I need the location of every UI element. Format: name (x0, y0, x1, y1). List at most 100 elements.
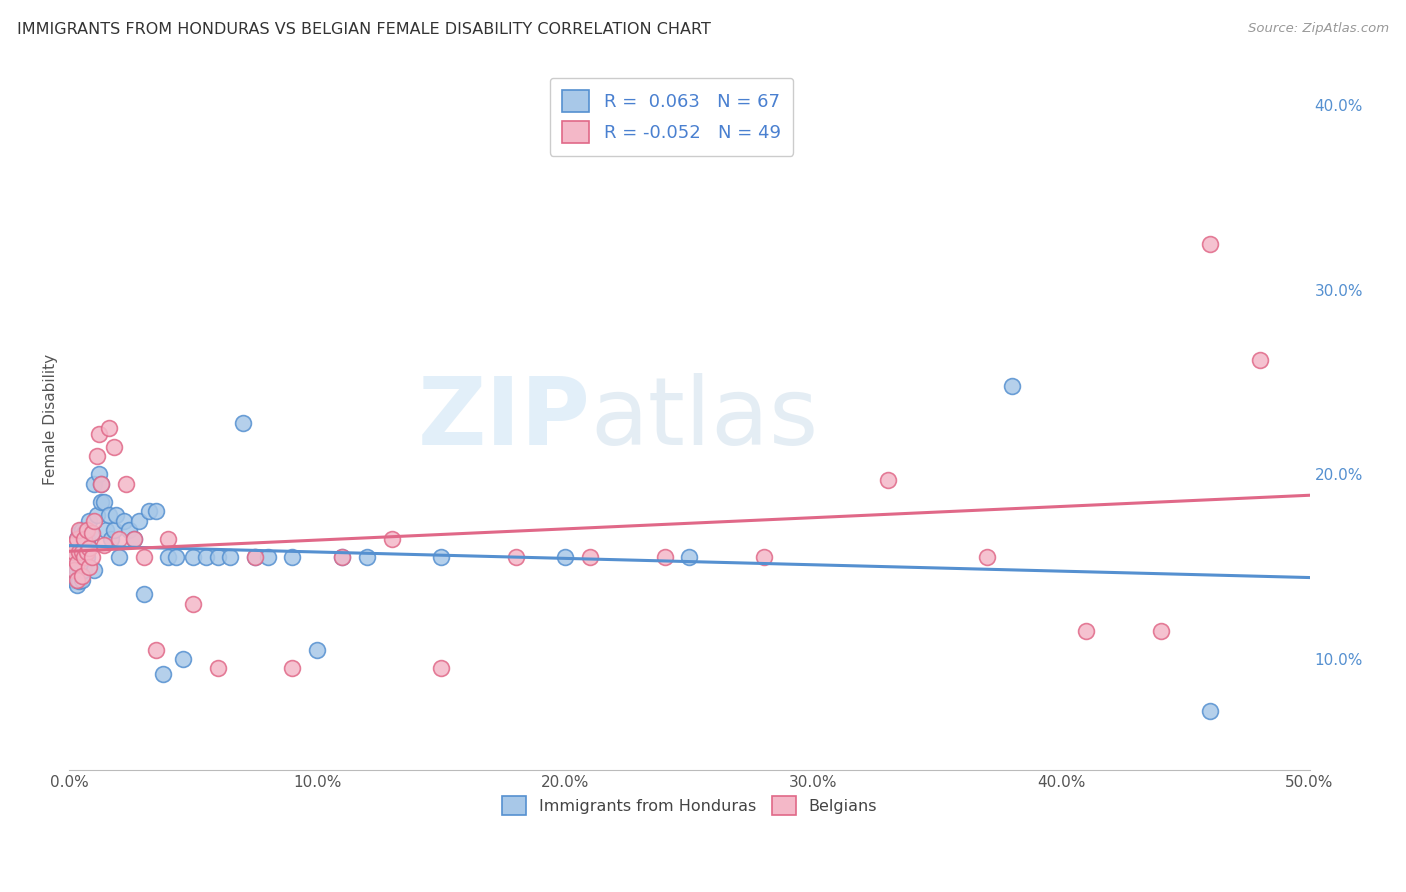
Point (66, 532, 89, 546)
Point (93, 495, 115, 509)
Point (73, 545, 96, 559)
Point (330, 550, 353, 565)
Point (87, 467, 110, 482)
Point (63, 563, 86, 577)
Point (138, 504, 160, 518)
Point (66, 532, 89, 546)
Point (77, 541, 100, 556)
Point (70, 545, 93, 559)
Point (112, 514, 135, 528)
Text: atlas: atlas (591, 373, 818, 465)
Point (67, 559, 90, 574)
Point (77, 541, 100, 556)
Point (1199, 704, 1222, 718)
Point (90, 476, 112, 491)
Point (152, 666, 174, 681)
Point (86, 508, 108, 522)
Point (1076, 624, 1098, 639)
Point (66, 550, 89, 565)
Y-axis label: Female Disability: Female Disability (44, 353, 58, 484)
Point (66, 578, 89, 592)
Text: Source: ZipAtlas.com: Source: ZipAtlas.com (1249, 22, 1389, 36)
Point (77, 514, 100, 528)
Point (105, 508, 128, 522)
Point (63, 563, 86, 577)
Point (165, 550, 187, 565)
Point (83, 514, 105, 528)
Point (66, 556, 89, 570)
Point (219, 550, 242, 565)
Point (60, 537, 83, 551)
Point (60, 550, 83, 565)
Point (281, 661, 304, 675)
Text: IMMIGRANTS FROM HONDURAS VS BELGIAN FEMALE DISABILITY CORRELATION CHART: IMMIGRANTS FROM HONDURAS VS BELGIAN FEMA… (17, 22, 711, 37)
Point (67, 526, 90, 541)
Point (83, 476, 105, 491)
Point (430, 661, 453, 675)
Point (132, 587, 155, 601)
Point (118, 523, 141, 537)
Point (307, 642, 329, 657)
Point (67, 545, 90, 559)
Point (76, 523, 98, 537)
Point (381, 532, 404, 546)
Point (554, 550, 576, 565)
Point (1150, 624, 1173, 639)
Point (122, 532, 145, 546)
Point (63, 550, 86, 565)
Point (181, 550, 204, 565)
Point (245, 550, 267, 565)
Point (73, 532, 96, 546)
Point (73, 526, 96, 541)
Point (1001, 379, 1024, 393)
Point (67, 545, 90, 559)
Point (73, 563, 96, 577)
Point (80, 550, 103, 565)
Point (76, 550, 98, 565)
Point (172, 652, 194, 666)
Point (579, 550, 602, 565)
Point (194, 550, 217, 565)
Point (77, 559, 100, 574)
Point (678, 550, 700, 565)
Point (93, 537, 115, 551)
Point (60, 554, 83, 568)
Point (281, 550, 304, 565)
Point (67, 574, 90, 589)
Point (103, 440, 125, 454)
Point (245, 550, 267, 565)
Point (330, 550, 353, 565)
Point (90, 476, 112, 491)
Point (60, 563, 83, 577)
Point (63, 573, 86, 587)
Point (97, 421, 120, 435)
Point (108, 532, 131, 546)
Point (76, 532, 98, 546)
Point (654, 550, 676, 565)
Point (70, 541, 93, 556)
Point (108, 550, 131, 565)
Point (70, 573, 93, 587)
Point (876, 473, 898, 487)
Point (132, 550, 155, 565)
Point (100, 532, 122, 546)
Point (103, 523, 125, 537)
Point (1249, 353, 1271, 368)
Point (128, 514, 150, 528)
Point (67, 523, 90, 537)
Point (157, 550, 180, 565)
Point (90, 495, 112, 509)
Point (145, 504, 167, 518)
Point (86, 449, 108, 463)
Point (66, 573, 89, 587)
Point (145, 642, 167, 657)
Point (157, 532, 180, 546)
Point (70, 556, 93, 570)
Point (232, 416, 254, 430)
Point (207, 661, 229, 675)
Point (73, 550, 96, 565)
Point (87, 426, 110, 441)
Point (256, 550, 278, 565)
Point (60, 545, 83, 559)
Point (181, 597, 204, 611)
